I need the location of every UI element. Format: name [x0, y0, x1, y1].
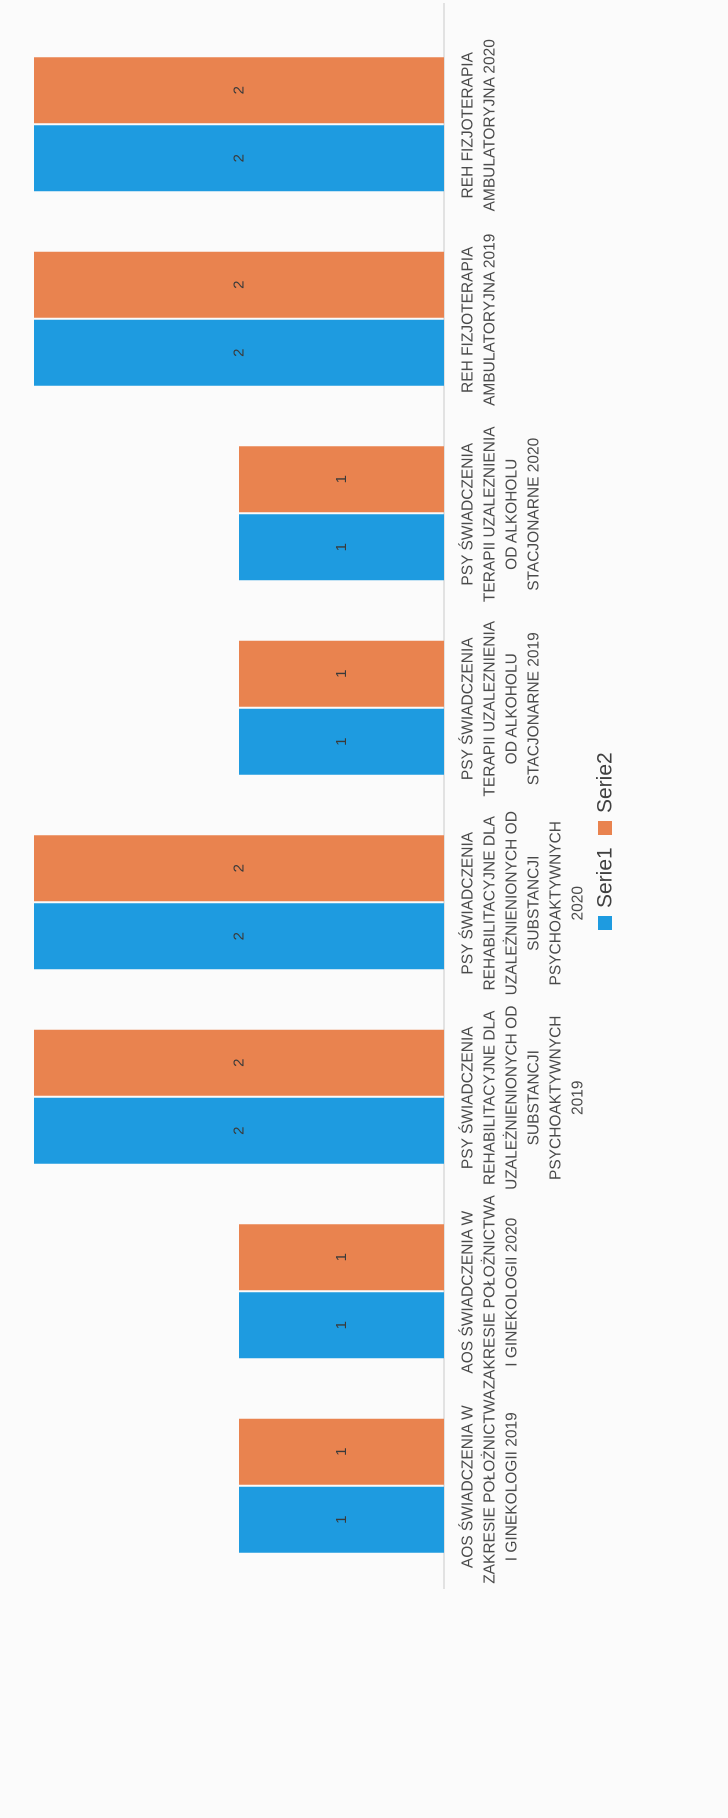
bar-serie1-3 — [34, 903, 444, 970]
category-label-line-2-1: REHABILITACYJNE DLA — [482, 1010, 499, 1185]
category-label-line-3-4: PSYCHOAKTYWNYCH — [548, 821, 565, 986]
category-label-line-3-1: REHABILITACYJNE DLA — [482, 815, 499, 990]
bar-serie2-4 — [239, 640, 444, 707]
data-label-serie1-6: 2 — [231, 349, 248, 357]
data-label-serie1-3: 2 — [231, 932, 248, 940]
data-label-serie2-3: 2 — [231, 864, 248, 872]
category-label-line-6-0: REH FIZJOTERAPIA — [460, 246, 477, 393]
category-label-line-3-5: 2020 — [570, 886, 587, 921]
bar-serie2-0 — [239, 1418, 444, 1485]
category-label-line-4-3: STACJONARNE 2019 — [526, 632, 543, 785]
category-label-line-4-2: OD ALKOHOLU — [504, 653, 521, 764]
data-label-serie2-6: 2 — [231, 281, 248, 289]
category-label-line-6-1: AMBULATORYJNA 2019 — [482, 234, 499, 406]
bar-serie2-3 — [34, 835, 444, 902]
data-label-serie1-1: 1 — [333, 1321, 350, 1329]
category-label-0: AOS ŚWIADCZENIA W ZAKRESIE POŁOŻNICTWA I G… — [459, 1389, 521, 1584]
category-label-line-0-0: AOS ŚWIADCZENIA W — [459, 1405, 477, 1568]
category-label-line-7-1: AMBULATORYJNA 2020 — [482, 39, 499, 212]
bar-serie2-7 — [34, 57, 444, 124]
category-label-line-2-0: PSY ŚWIADCZENIA — [459, 1026, 477, 1169]
category-label-line-2-2: UZALEŻNIENIONYCH OD — [503, 1006, 521, 1190]
bar-serie2-6 — [34, 251, 444, 318]
category-label-line-4-1: TERAPII UZALEZNIENIA — [482, 620, 499, 796]
bar-serie1-5 — [239, 514, 444, 581]
category-label-line-5-2: OD ALKOHOLU — [504, 459, 521, 570]
category-label-3: PSY ŚWIADCZENIA REHABILITACYJNE DLA UZALEŻ… — [459, 811, 587, 995]
data-label-serie2-7: 2 — [231, 86, 248, 94]
category-label-7: REH FIZJOTERAPIA AMBULATORYJNA 2020 — [460, 39, 499, 212]
bar-serie1-6 — [34, 319, 444, 386]
category-label-2: PSY ŚWIADCZENIA REHABILITACYJNE DLA UZALEŻ… — [459, 1006, 587, 1190]
bar-serie1-0 — [239, 1486, 444, 1553]
category-label-line-5-0: PSY ŚWIADCZENIA — [459, 442, 477, 585]
category-label-line-5-1: TERAPII UZALEZNIENIA — [482, 426, 499, 602]
bar-serie1-7 — [34, 125, 444, 192]
category-label-line-7-0: REH FIZJOTERAPIA — [460, 51, 477, 198]
data-label-serie1-0: 1 — [333, 1516, 350, 1524]
legend: Serie1 Serie2 — [594, 752, 617, 930]
data-label-serie2-5: 1 — [333, 475, 350, 483]
category-label-1: AOS ŚWIADCZENIA W ZAKRESIE POŁOŻNICTWA I G… — [459, 1195, 521, 1390]
plot-area: 1 1 AOS ŚWIADCZENIA W ZAKRESIE POŁOŻNICTWA I… — [34, 3, 617, 1589]
category-label-line-2-5: 2019 — [570, 1081, 587, 1115]
data-label-serie2-2: 2 — [231, 1059, 248, 1067]
category-label-6: REH FIZJOTERAPIA AMBULATORYJNA 2019 — [460, 234, 499, 406]
category-label-line-1-1: ZAKRESIE POŁOŻNICTWA — [481, 1195, 499, 1390]
data-label-serie1-7: 2 — [231, 154, 248, 162]
bar-serie1-1 — [239, 1292, 444, 1359]
data-label-serie1-5: 1 — [333, 543, 350, 551]
category-label-line-3-0: PSY ŚWIADCZENIA — [459, 831, 477, 974]
bar-serie2-5 — [239, 446, 444, 513]
bar-serie1-4 — [239, 708, 444, 775]
category-label-line-1-0: AOS ŚWIADCZENIA W — [459, 1210, 477, 1373]
data-label-serie1-2: 2 — [231, 1127, 248, 1135]
data-label-serie2-1: 1 — [333, 1253, 350, 1261]
bar-serie2-2 — [34, 1029, 444, 1096]
legend-swatch-0 — [598, 916, 612, 930]
category-label-line-5-3: STACJONARNE 2020 — [526, 437, 543, 590]
category-label-line-4-0: PSY ŚWIADCZENIA — [459, 637, 477, 780]
legend-swatch-1 — [598, 821, 612, 835]
category-label-line-3-2: UZALEŻNIENIONYCH OD — [503, 811, 521, 995]
data-label-serie1-4: 1 — [333, 738, 350, 746]
category-label-line-0-2: I GINEKOLOGII 2019 — [504, 1412, 521, 1561]
category-label-line-2-3: SUBSTANCJI — [526, 1050, 543, 1145]
category-label-line-3-3: SUBSTANCJI — [526, 856, 543, 951]
category-label-line-1-2: I GINEKOLOGII 2020 — [504, 1217, 521, 1366]
bar-serie1-2 — [34, 1097, 444, 1164]
data-label-serie2-4: 1 — [333, 670, 350, 678]
category-label-line-0-1: ZAKRESIE POŁOŻNICTWA — [481, 1389, 499, 1584]
category-label-line-2-4: PSYCHOAKTYWNYCH — [548, 1016, 565, 1181]
legend-label-1: Serie2 — [594, 752, 617, 813]
bar-serie2-1 — [239, 1224, 444, 1291]
legend-label-0: Serie1 — [594, 847, 617, 908]
data-label-serie2-0: 1 — [333, 1448, 350, 1456]
category-label-4: PSY ŚWIADCZENIA TERAPII UZALEZNIENIA OD AL… — [459, 620, 543, 796]
category-label-5: PSY ŚWIADCZENIA TERAPII UZALEZNIENIA OD AL… — [459, 426, 543, 602]
